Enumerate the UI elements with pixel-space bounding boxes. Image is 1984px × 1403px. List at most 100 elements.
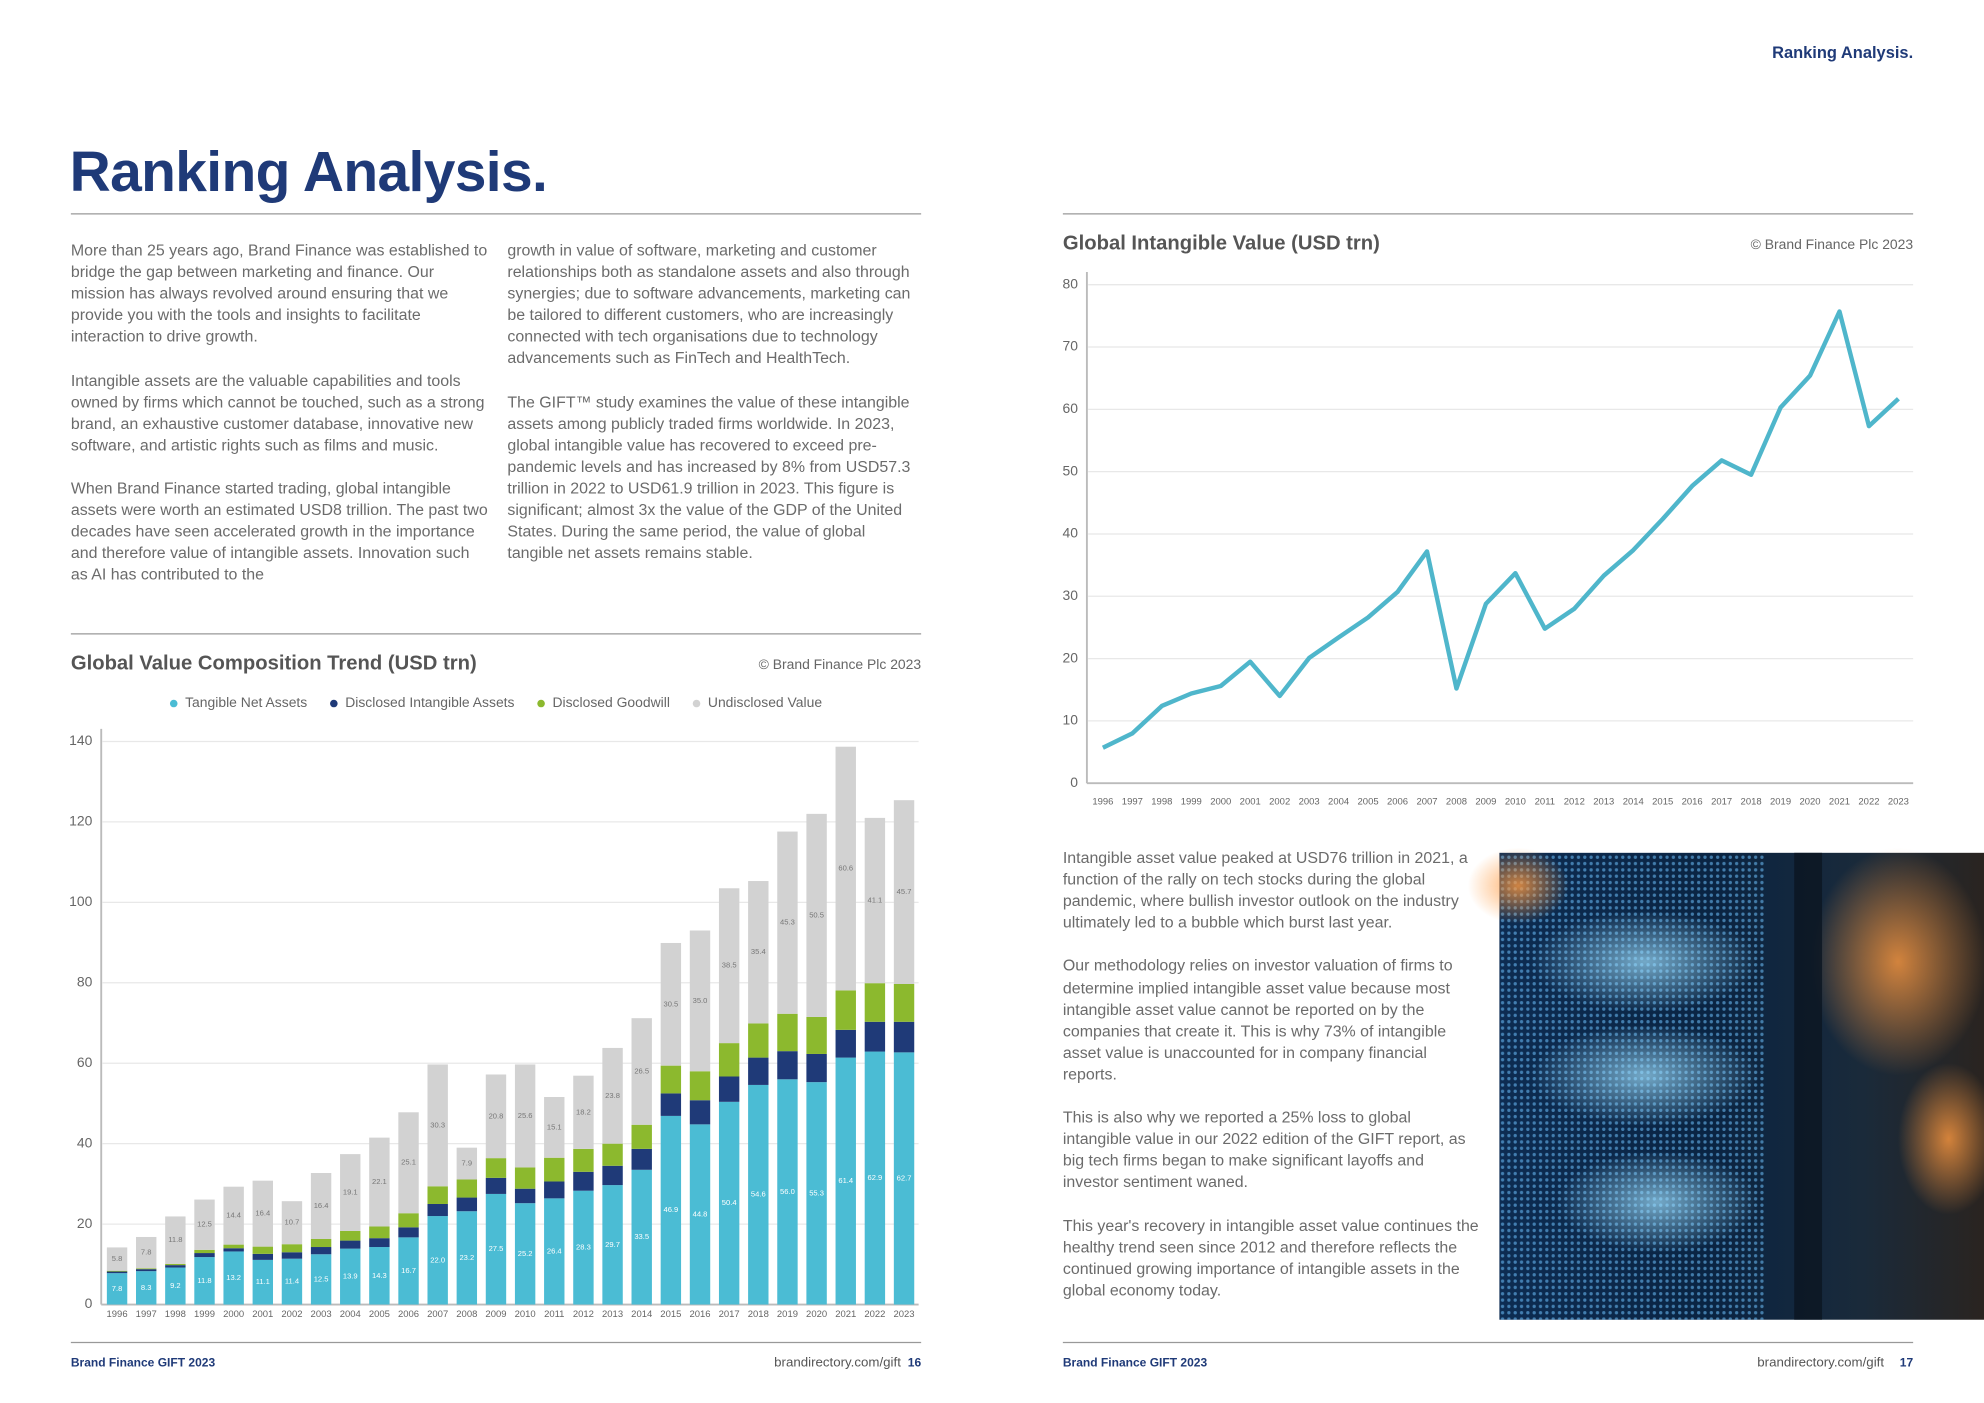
- data-label: 25.6: [518, 1111, 533, 1120]
- data-label: 45.3: [780, 918, 795, 927]
- paragraph: This is also why we reported a 25% loss …: [1062, 1108, 1466, 1192]
- bar-segment: [573, 1075, 594, 1149]
- bar-segment: [223, 1186, 244, 1245]
- bar-segment: [194, 1257, 215, 1305]
- bar-segment: [310, 1247, 332, 1255]
- data-label: 44.8: [693, 1209, 708, 1218]
- bar-segment: [893, 983, 915, 1022]
- bar-segment: [893, 800, 915, 984]
- x-tick-label: 1998: [1151, 797, 1172, 808]
- y-tick-label: 60: [77, 1054, 93, 1070]
- x-tick-label: 2022: [864, 1309, 885, 1320]
- x-tick-label: 2003: [311, 1309, 332, 1320]
- x-tick-label: 2005: [369, 1309, 390, 1320]
- y-tick-label: 100: [69, 893, 92, 909]
- bar-segment: [369, 1137, 390, 1227]
- x-tick-label: 2005: [1358, 797, 1379, 808]
- bar-segment: [514, 1188, 536, 1204]
- bar-segment: [340, 1248, 361, 1305]
- x-tick-label: 2012: [1564, 797, 1585, 808]
- bar-segment: [689, 1100, 711, 1125]
- data-label: 35.0: [693, 996, 708, 1005]
- x-tick-label: 2017: [719, 1309, 740, 1320]
- bar-segment: [398, 1112, 419, 1214]
- bar-segment: [398, 1227, 419, 1238]
- bar-segment: [748, 1023, 769, 1058]
- footer-publication: Brand Finance GIFT 2023: [1062, 1356, 1208, 1371]
- bar-segment: [660, 942, 682, 1066]
- data-label: 46.9: [663, 1205, 678, 1214]
- bar-segment: [544, 1097, 565, 1158]
- bar-segment: [310, 1254, 332, 1305]
- x-tick-label: 1999: [194, 1309, 215, 1320]
- bar-segment: [398, 1213, 419, 1228]
- y-tick-label: 20: [77, 1215, 93, 1231]
- bar-segment: [106, 1273, 128, 1305]
- bar-segment: [602, 1047, 623, 1144]
- x-tick-label: 2020: [806, 1309, 827, 1320]
- bar-segment: [806, 1016, 827, 1054]
- data-label: 5.8: [112, 1254, 123, 1263]
- bar-segment: [864, 817, 886, 984]
- paragraph: Intangible asset value peaked at USD76 t…: [1062, 849, 1468, 932]
- legend-swatch: [330, 699, 338, 708]
- paragraph: growth in value of software, marketing a…: [507, 241, 911, 368]
- data-label: 38.5: [722, 961, 737, 970]
- data-label: 54.6: [751, 1190, 766, 1199]
- bar-segment: [748, 881, 769, 1024]
- bar-segment: [573, 1148, 594, 1172]
- x-tick-label: 2006: [398, 1309, 419, 1320]
- bar-segment: [369, 1238, 390, 1248]
- x-tick-label: 2004: [340, 1309, 361, 1320]
- bar-segment: [369, 1226, 390, 1239]
- bar-segment: [893, 1052, 915, 1305]
- bar-segment: [514, 1167, 536, 1189]
- page-number: 16: [907, 1356, 922, 1371]
- bar-segment: [806, 1082, 827, 1305]
- x-tick-label: 2002: [1269, 797, 1290, 808]
- x-tick-label: 2003: [1299, 797, 1320, 808]
- bar-segment: [777, 831, 798, 1014]
- footer-url: brandirectory.com/gift: [774, 1355, 901, 1371]
- x-tick-label: 2019: [777, 1309, 798, 1320]
- y-tick-label: 60: [1063, 400, 1079, 416]
- x-tick-label: 2001: [252, 1309, 273, 1320]
- data-label: 13.9: [343, 1272, 358, 1281]
- bar-segment: [602, 1165, 623, 1186]
- legend-label: Disclosed Intangible Assets: [345, 694, 514, 710]
- bar-segment: [310, 1238, 332, 1248]
- footer-url: brandirectory.com/gift: [1757, 1355, 1885, 1371]
- y-tick-label: 120: [69, 813, 92, 829]
- data-label: 23.2: [459, 1253, 474, 1262]
- x-tick-label: 2010: [515, 1309, 536, 1320]
- data-label: 35.4: [751, 947, 766, 956]
- page-title: Ranking Analysis.: [69, 139, 548, 204]
- x-tick-label: 2012: [573, 1309, 594, 1320]
- data-label: 50.5: [809, 910, 824, 919]
- bar-segment: [544, 1198, 565, 1305]
- bar-segment: [835, 1029, 856, 1058]
- y-tick-label: 40: [77, 1134, 93, 1150]
- bar-segment: [427, 1186, 448, 1204]
- bar-segment: [660, 1093, 682, 1116]
- bar-segment: [718, 1043, 740, 1077]
- data-label: 14.4: [226, 1211, 241, 1220]
- bar-segment: [106, 1270, 128, 1272]
- bar-segment: [427, 1064, 448, 1187]
- x-tick-label: 2023: [1888, 797, 1909, 808]
- bar-segment: [456, 1211, 478, 1305]
- data-label: 7.9: [462, 1159, 473, 1168]
- bar-segment: [806, 813, 827, 1017]
- x-tick-label: 2017: [1711, 797, 1732, 808]
- text-column: growth in value of software, marketing a…: [507, 240, 912, 586]
- data-label: 33.5: [634, 1232, 649, 1241]
- x-tick-label: 2004: [1328, 797, 1349, 808]
- bar-segment: [136, 1236, 157, 1269]
- bar-segment: [340, 1154, 361, 1231]
- data-label: 15.1: [547, 1122, 562, 1131]
- y-tick-label: 70: [1063, 338, 1079, 354]
- bar-segment: [660, 1065, 682, 1094]
- data-label: 8.3: [141, 1283, 152, 1292]
- legend-label: Undisclosed Value: [708, 694, 822, 710]
